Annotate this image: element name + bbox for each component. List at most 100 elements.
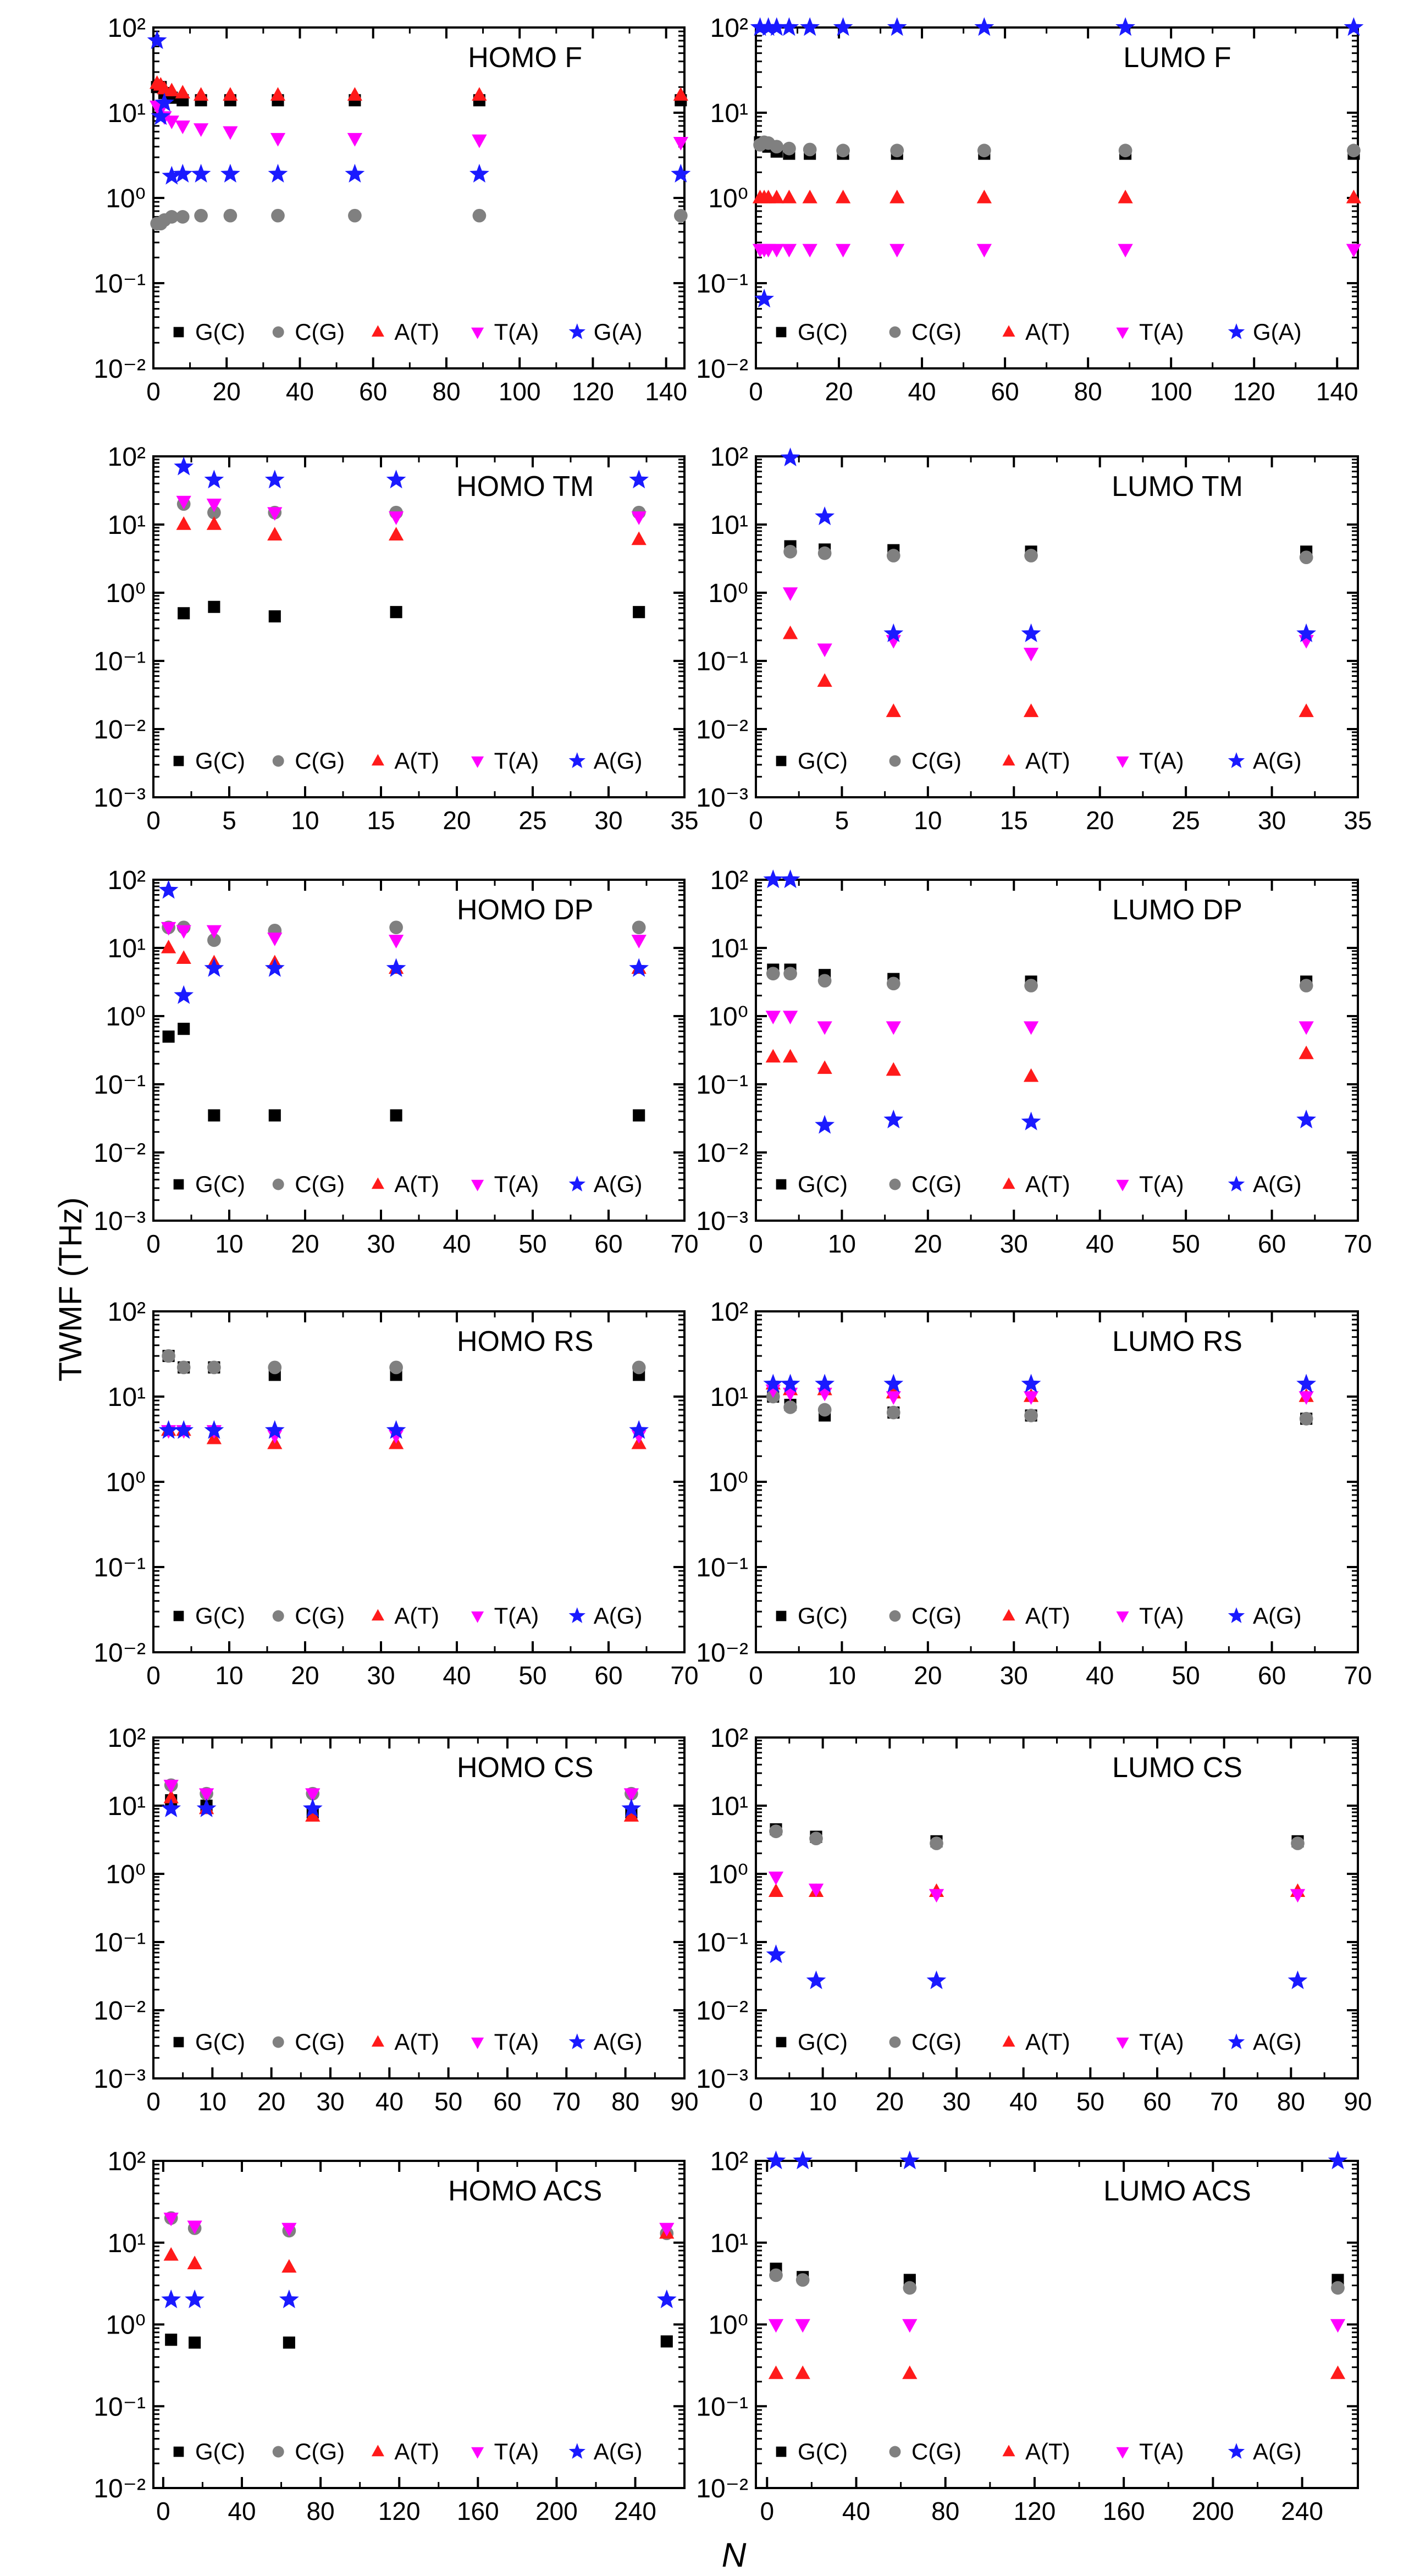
y-tick-label: 10⁻¹ — [93, 269, 146, 299]
data-point — [196, 1798, 217, 1817]
x-tick-label: 40 — [228, 2497, 256, 2525]
data-point — [193, 123, 209, 137]
data-point — [162, 1030, 175, 1043]
data-point — [780, 447, 800, 466]
y-tick-label: 10⁻² — [93, 2474, 146, 2503]
panel-title: LUMO RS — [1112, 1326, 1242, 1358]
legend-marker — [1116, 1611, 1129, 1623]
legend-label: A(G) — [1253, 748, 1302, 774]
plot-frame — [755, 879, 1359, 1222]
data-point — [1344, 17, 1364, 36]
data-point — [803, 142, 817, 157]
legend-label: T(A) — [1139, 1603, 1184, 1629]
data-point — [1291, 1836, 1305, 1850]
data-point — [835, 190, 851, 203]
data-point — [1021, 1111, 1041, 1130]
data-point — [1347, 144, 1361, 158]
data-point — [164, 82, 179, 97]
series-g-c — [767, 963, 1313, 988]
data-point — [815, 1374, 835, 1393]
data-point — [1023, 703, 1039, 718]
data-point — [621, 1798, 642, 1817]
data-point — [345, 163, 365, 183]
x-tick-label: 20 — [257, 2087, 285, 2116]
x-tick-label: 10 — [215, 1661, 243, 1690]
x-tick-label: 0 — [749, 377, 763, 406]
legend-marker — [371, 1177, 384, 1189]
y-tick-label: 10⁻² — [93, 1996, 146, 2026]
y-tick-label: 10⁻¹ — [93, 647, 146, 676]
y-tick-label: 10⁻² — [696, 1139, 748, 1168]
data-point — [386, 958, 406, 977]
data-point — [1299, 1391, 1314, 1405]
series-g-a — [750, 17, 1364, 308]
series-t-a — [163, 1779, 639, 1802]
panel-title: HOMO F — [468, 42, 582, 74]
data-point — [883, 623, 904, 642]
legend-marker — [272, 326, 284, 338]
data-point — [890, 144, 904, 158]
data-point — [629, 1420, 649, 1439]
data-point — [189, 2336, 201, 2349]
legend-label: C(G) — [911, 2029, 962, 2055]
legend-label: C(G) — [295, 1603, 345, 1629]
data-point — [386, 1420, 406, 1439]
legend-label: G(C) — [195, 1171, 245, 1197]
data-point — [204, 958, 224, 977]
data-point — [629, 958, 649, 977]
legend-item-c-g: C(G) — [272, 1171, 345, 1197]
x-tick-label: 40 — [1086, 1229, 1114, 1258]
x-tick-label: 0 — [146, 1229, 161, 1258]
data-point — [390, 606, 402, 619]
y-tick-label: 10¹ — [710, 2229, 748, 2258]
panel-homo-dp: 0 10 20 30 40 50 60 70 10⁻³ 10⁻² 10⁻¹ 10⁰ 10¹ 10² HOMO… — [93, 866, 698, 1258]
data-point — [781, 244, 797, 258]
data-point — [208, 1109, 220, 1122]
data-point — [193, 87, 209, 101]
legend-item-g-c: G(C) — [173, 2029, 245, 2055]
legend-label: G(C) — [798, 748, 848, 774]
legend-label: A(T) — [1025, 1171, 1070, 1197]
series-c-g — [150, 208, 688, 231]
data-point — [348, 208, 362, 223]
legend-item-a-g: A(G) — [568, 1171, 643, 1197]
series-t-a — [176, 495, 647, 525]
data-point — [283, 2336, 295, 2349]
data-point — [270, 87, 286, 101]
x-tick-label: 30 — [594, 806, 622, 835]
data-point — [174, 985, 194, 1004]
legend-marker — [776, 2037, 787, 2048]
legend-marker — [173, 327, 184, 338]
legend-marker — [173, 1179, 184, 1190]
legend-label: G(C) — [798, 2029, 848, 2055]
data-point — [1023, 1068, 1039, 1082]
y-tick-label: 10² — [710, 2147, 748, 2176]
data-point — [886, 1021, 901, 1035]
data-point — [766, 967, 780, 981]
data-point — [769, 1824, 783, 1839]
y-tick-label: 10⁻¹ — [696, 2392, 748, 2421]
x-tick-label: 0 — [760, 2497, 774, 2525]
data-point — [974, 17, 994, 36]
legend-label: T(A) — [494, 1603, 539, 1629]
x-tick-label: 0 — [146, 806, 161, 835]
data-point — [1118, 144, 1132, 158]
legend-marker — [1116, 2037, 1129, 2049]
series-g-c — [165, 1794, 638, 1819]
x-tick-label: 70 — [1344, 1661, 1372, 1690]
panel-title: HOMO DP — [457, 894, 593, 926]
legend-label: C(G) — [295, 2029, 345, 2055]
x-tick-label: 60 — [359, 377, 387, 406]
y-tick-label: 10⁻² — [696, 2474, 748, 2503]
x-tick-label: 0 — [146, 377, 161, 406]
x-tick-label: 50 — [1172, 1661, 1200, 1690]
legend-label: A(G) — [594, 1171, 643, 1197]
data-point — [886, 549, 900, 562]
data-point — [887, 17, 907, 36]
plot-frame — [755, 455, 1359, 798]
x-tick-label: 15 — [367, 806, 395, 835]
data-point — [783, 1400, 797, 1414]
data-point — [347, 87, 363, 101]
series-a-t — [161, 1422, 647, 1449]
x-tick-label: 120 — [378, 2497, 421, 2525]
